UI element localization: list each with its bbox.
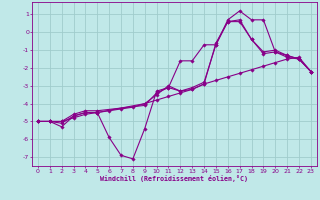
- X-axis label: Windchill (Refroidissement éolien,°C): Windchill (Refroidissement éolien,°C): [100, 175, 248, 182]
